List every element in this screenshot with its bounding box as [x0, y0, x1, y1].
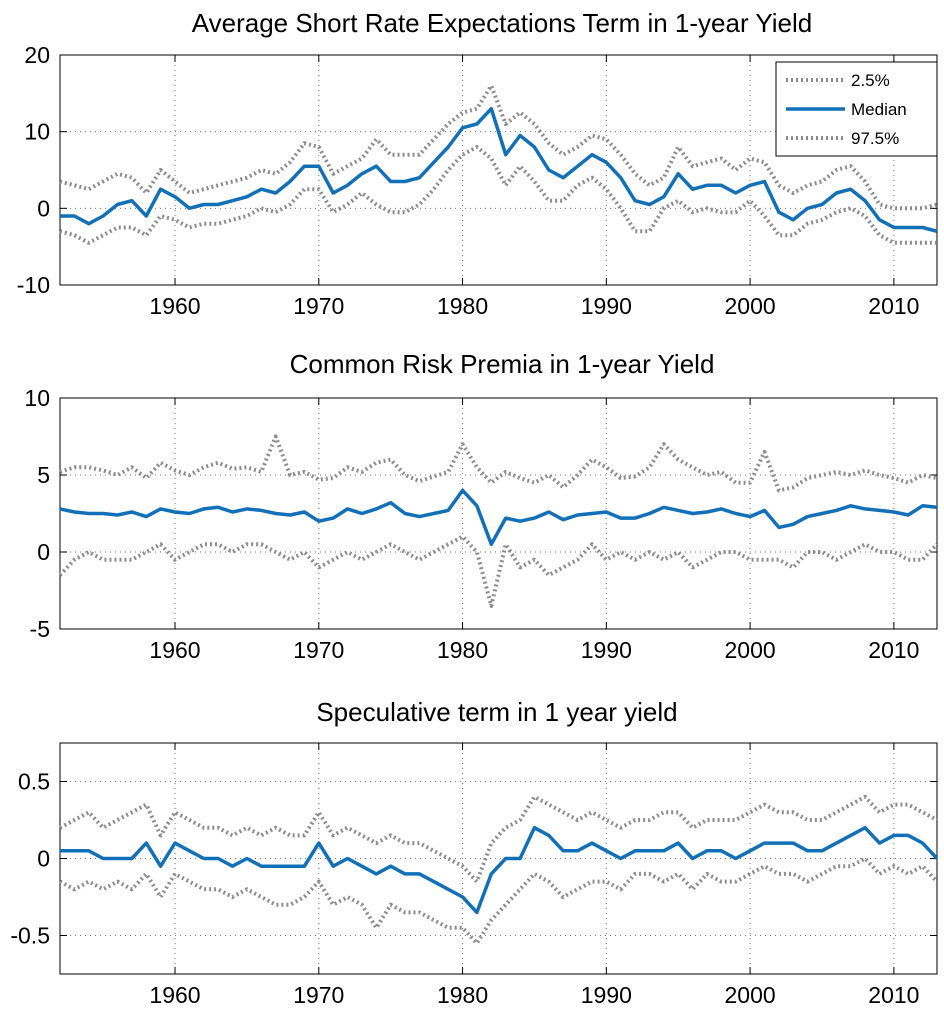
chart-title: Speculative term in 1 year yield	[316, 697, 677, 727]
legend-label-median: Median	[851, 100, 907, 119]
x-tick-label: 1990	[581, 293, 632, 319]
x-tick-label: 1980	[437, 293, 488, 319]
x-tick-label: 1990	[581, 637, 632, 663]
series-line-upper-band	[59, 794, 938, 884]
y-tick-label: 0	[37, 846, 50, 872]
x-tick-label: 2000	[725, 637, 776, 663]
chart-title: Common Risk Premia in 1-year Yield	[290, 349, 715, 379]
series-line-median	[60, 825, 939, 915]
panel-speculative-term: Speculative term in 1 year yield 1960 197…	[10, 697, 939, 1008]
panel-short-rate-expectations: Average Short Rate Expectations Term in …	[17, 8, 938, 319]
y-tick-label: 5	[37, 462, 50, 488]
y-tick-label: 20	[24, 42, 50, 68]
chart-title: Average Short Rate Expectations Term in …	[192, 8, 812, 38]
x-tick-label: 2010	[868, 293, 919, 319]
y-tick-label: -10	[17, 272, 50, 298]
y-tick-label: 10	[24, 385, 50, 411]
x-tick-label: 1980	[437, 982, 488, 1008]
series-line-median	[60, 106, 938, 233]
x-tick-label: 1960	[149, 982, 200, 1008]
x-tick-label: 1970	[293, 982, 344, 1008]
plot-frame	[59, 54, 938, 286]
y-tick-label: -5	[30, 616, 50, 642]
x-tick-label: 1960	[149, 293, 200, 319]
x-tick-label: 2010	[868, 982, 919, 1008]
panel-common-risk-premia: Common Risk Premia in 1-year Yield 1960 1…	[24, 349, 939, 663]
series-line-median	[59, 488, 938, 547]
series-line-lower-band	[58, 534, 939, 608]
y-tick-label: 0	[37, 195, 50, 221]
x-tick-label: 1990	[581, 982, 632, 1008]
chart-legend: 2.5% Median 97.5%	[775, 61, 938, 157]
plot-frame	[59, 397, 938, 630]
x-tick-label: 2010	[868, 637, 919, 663]
y-tick-label: 0.5	[18, 769, 50, 795]
x-tick-label: 1980	[437, 637, 488, 663]
legend-label-lower-band: 2.5%	[851, 71, 890, 90]
y-tick-label: -0.5	[10, 923, 50, 949]
x-tick-label: 1970	[293, 637, 344, 663]
y-tick-label: 10	[24, 119, 50, 145]
x-tick-label: 1970	[293, 293, 344, 319]
x-tick-label: 2000	[725, 982, 776, 1008]
series-line-upper-band	[59, 434, 938, 493]
series-line-lower-band	[59, 856, 939, 946]
legend-label-upper-band: 97.5%	[851, 129, 899, 148]
series-line-lower-band	[59, 145, 937, 245]
x-tick-label: 1960	[149, 637, 200, 663]
x-tick-label: 2000	[725, 293, 776, 319]
y-tick-label: 0	[37, 539, 50, 565]
